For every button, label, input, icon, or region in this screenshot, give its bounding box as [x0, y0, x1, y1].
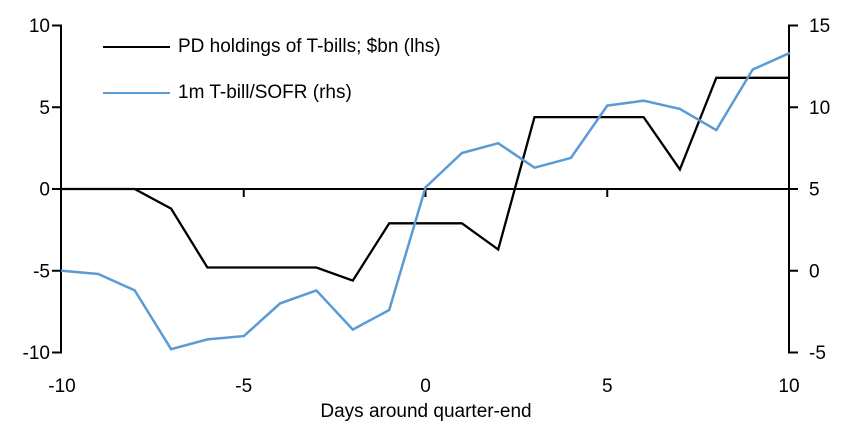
x-axis-tick-label: -10 [48, 376, 75, 397]
legend-item-pd-holdings: PD holdings of T-bills; $bn (lhs) [103, 24, 441, 70]
x-axis-tick-label: 0 [420, 376, 431, 397]
left-axis-tick-label: 5 [39, 98, 50, 119]
legend-line-swatch-tbill-sofr [103, 92, 170, 94]
legend-label-tbill-sofr: 1m T-bill/SOFR (rhs) [178, 82, 352, 103]
right-axis-tick-label: 15 [809, 16, 830, 37]
right-axis-tick-label: 0 [809, 261, 820, 282]
x-axis-tick-label: 10 [778, 376, 799, 397]
series-line-1m-tbill-sofr-rhs [60, 52, 791, 351]
right-axis-tick-label: 5 [809, 180, 820, 201]
x-axis-tick-label: 5 [602, 376, 613, 397]
x-axis-title: Days around quarter-end [320, 401, 532, 422]
left-axis-tick-label: -5 [33, 261, 50, 282]
series-line-pd-holdings-lhs [60, 76, 791, 282]
left-axis-tick-label: 10 [29, 16, 50, 37]
legend-label-pd-holdings: PD holdings of T-bills; $bn (lhs) [178, 36, 441, 57]
legend-line-swatch-pd-holdings [103, 46, 170, 48]
x-axis-tick-label: -5 [235, 376, 252, 397]
legend-item-tbill-sofr: 1m T-bill/SOFR (rhs) [103, 70, 441, 116]
left-axis-tick-label: -10 [23, 343, 50, 364]
right-axis-tick-label: -5 [809, 343, 826, 364]
left-axis-tick-label: 0 [39, 180, 50, 201]
right-axis-tick-label: 10 [809, 98, 830, 119]
legend: PD holdings of T-bills; $bn (lhs) 1m T-b… [103, 24, 441, 116]
